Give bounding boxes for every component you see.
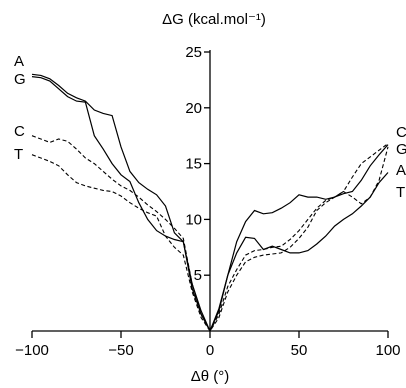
curve-label-left-a: A (14, 53, 24, 70)
y-tick-label: 20 (185, 100, 202, 117)
x-tick-label: 100 (375, 342, 400, 359)
y-tick-label: 5 (194, 267, 202, 284)
x-tick-label: 0 (206, 342, 214, 359)
curve-label-left-g: G (14, 71, 26, 88)
x-tick-label: 50 (291, 342, 308, 359)
curve-label-right-g: G (396, 141, 406, 158)
x-tick-label: −100 (15, 342, 49, 359)
curve-label-right-a: A (396, 162, 406, 179)
x-axis-label: Δθ (°) (191, 368, 230, 385)
curve-label-right-t: T (396, 184, 405, 201)
y-tick-label: 10 (185, 211, 202, 228)
series-group (31, 73, 389, 333)
ticks: −100 −50 0 50 100 5 10 15 20 25 (15, 44, 400, 359)
curve-label-right-c: C (396, 124, 406, 141)
series-line-c (31, 135, 389, 333)
y-tick-label: 15 (185, 156, 202, 173)
axes (32, 50, 388, 332)
y-axis-label: ΔG (kcal.mol⁻¹) (162, 11, 266, 28)
y-tick-label: 25 (185, 44, 202, 61)
x-tick-label: −50 (108, 342, 133, 359)
series-line-t (31, 146, 389, 332)
curve-label-left-t: T (14, 146, 23, 163)
curve-label-left-c: C (14, 123, 25, 140)
